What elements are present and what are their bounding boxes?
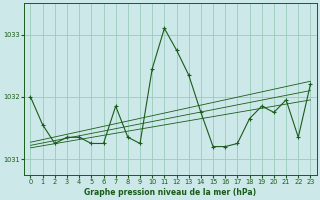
X-axis label: Graphe pression niveau de la mer (hPa): Graphe pression niveau de la mer (hPa): [84, 188, 257, 197]
